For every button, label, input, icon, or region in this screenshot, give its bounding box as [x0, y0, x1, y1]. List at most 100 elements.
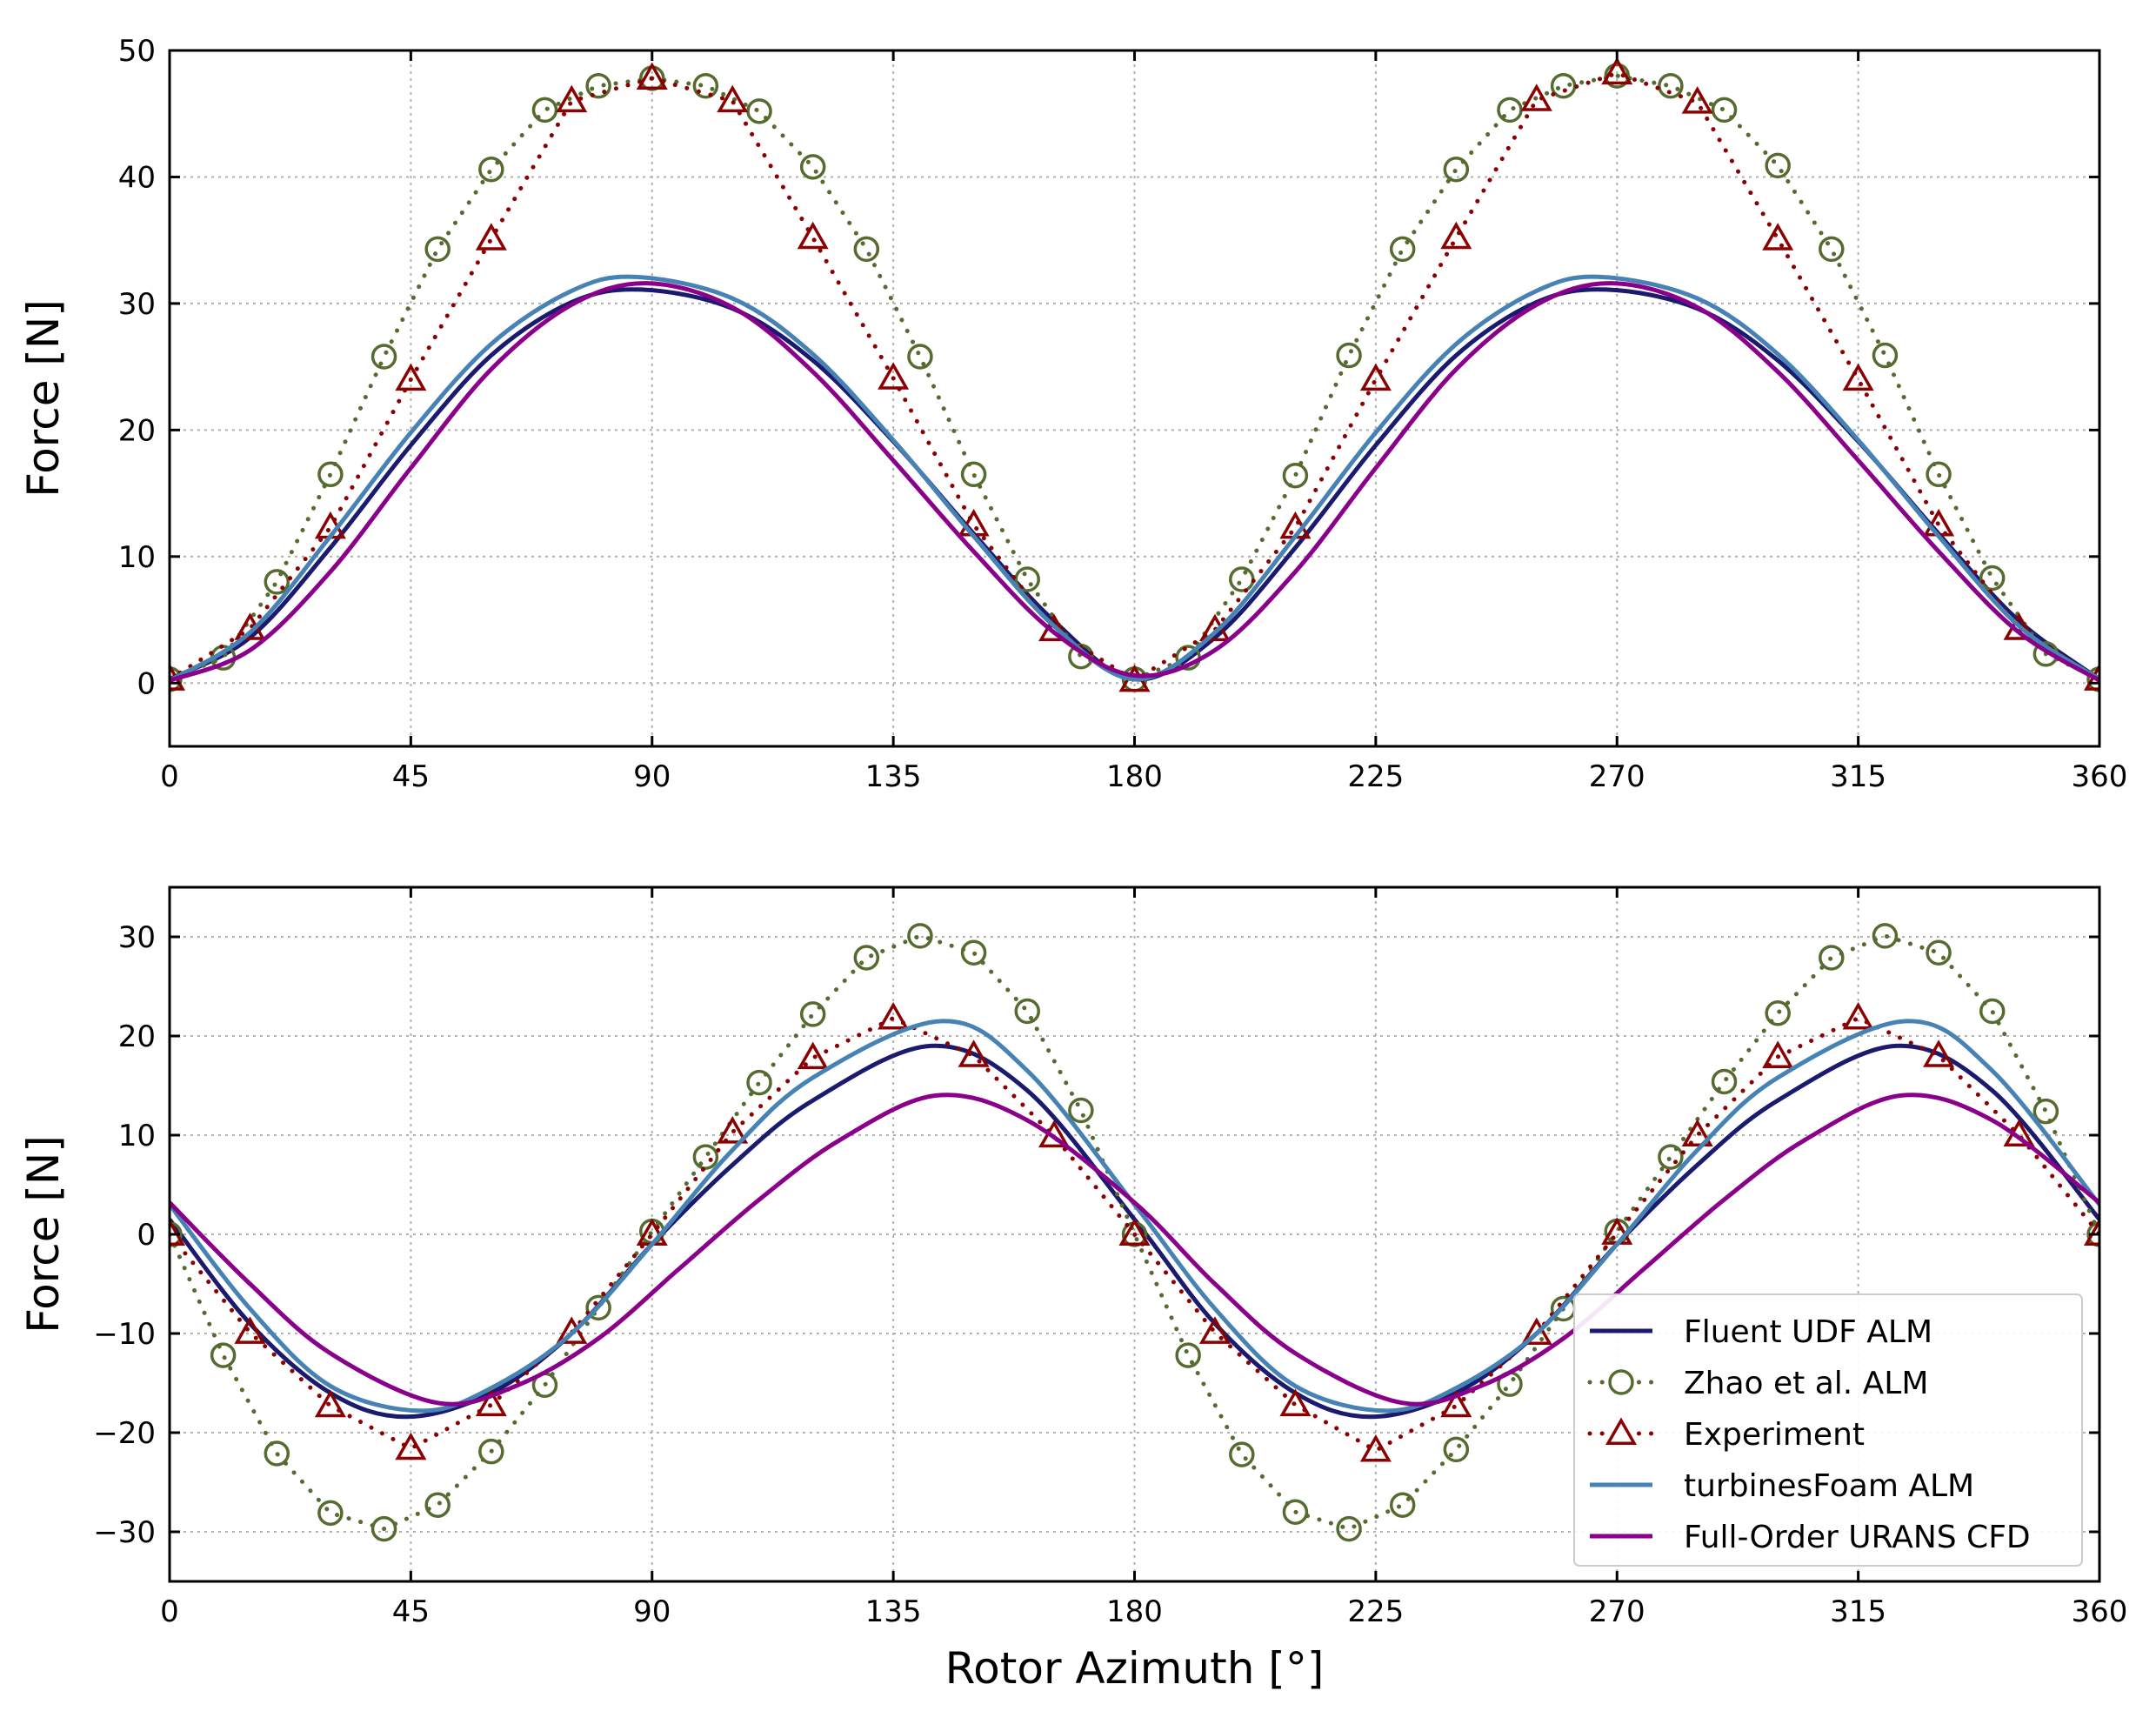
y-tick-label: 40: [118, 160, 156, 195]
data-point-circle: [424, 236, 451, 263]
x-tick-label: 180: [1106, 759, 1163, 794]
data-point-circle: [1979, 998, 2006, 1025]
y-tick-label: 20: [118, 1019, 156, 1054]
y-tick-label: −10: [93, 1317, 156, 1352]
series-line: [170, 1015, 2099, 1454]
data-point-circle: [1443, 1436, 1470, 1463]
data-point-triangle: [1601, 57, 1633, 85]
y-tick-label: −20: [93, 1416, 156, 1451]
data-point-circle: [478, 156, 504, 183]
data-point-triangle: [475, 223, 507, 251]
data-point-circle: [1765, 152, 1791, 179]
y-tick-label: −30: [93, 1515, 156, 1550]
series-line: [170, 1093, 2099, 1407]
data-point-circle: [478, 1438, 504, 1465]
y-tick-label: 20: [118, 413, 156, 448]
legend-label: Zhao et al. ALM: [1684, 1366, 1928, 1401]
x-tick-label: 90: [633, 1594, 671, 1629]
data-point-circle: [1068, 1097, 1094, 1124]
data-point-circle: [1389, 236, 1416, 263]
data-point-circle: [2033, 1098, 2059, 1125]
data-point-triangle: [234, 1316, 266, 1344]
data-point-circle: [1497, 97, 1523, 124]
data-point-circle: [1819, 945, 1845, 971]
data-point-triangle: [878, 1001, 910, 1030]
data-point-circle: [531, 97, 558, 124]
legend-label: turbinesFoam ALM: [1684, 1468, 1974, 1504]
data-point-triangle: [556, 1316, 588, 1344]
y-tick-label: 10: [118, 540, 156, 575]
data-point-circle: [264, 1440, 290, 1467]
data-point-circle: [585, 72, 611, 99]
data-point-circle: [1979, 565, 2006, 591]
y-axis-title: Force [N]: [18, 1135, 69, 1333]
data-point-triangle: [1681, 1119, 1713, 1146]
x-tick-label: 0: [160, 759, 179, 794]
legend-label: Fluent UDF ALM: [1684, 1314, 1932, 1350]
legend-entry: Zhao et al. ALM: [1587, 1366, 1928, 1401]
x-tick-label: 315: [1830, 759, 1886, 794]
grid: [170, 50, 2099, 746]
series-full-order-urans-cfd: [170, 281, 2099, 683]
data-point-circle: [370, 344, 397, 370]
data-point-circle: [585, 1294, 611, 1321]
data-point-circle: [1926, 939, 1952, 966]
data-point-circle: [2086, 666, 2099, 692]
data-point-triangle: [1359, 363, 1392, 391]
data-point-triangle: [1842, 363, 1874, 391]
legend-entry: Fluent UDF ALM: [1590, 1314, 1932, 1350]
y-axis-title: Force [N]: [18, 299, 69, 498]
axes: 0 45 90 135 180 225 270 315 360 0 10 20 30 40 50: [118, 34, 2128, 794]
data-point-circle: [1014, 566, 1040, 592]
data-point-circle: [317, 461, 344, 488]
data-point-circle: [1443, 156, 1470, 183]
data-point-triangle: [556, 84, 588, 113]
legend-marker: [1608, 1369, 1634, 1395]
x-tick-label: 315: [1830, 1594, 1886, 1629]
series-full-order-urans-cfd: [170, 1093, 2099, 1407]
data-point-circle: [853, 236, 880, 263]
data-point-circle: [1229, 1441, 1255, 1467]
chart-panel-2: 0 45 90 135 180 225 270 315 360 −30 −20 −10 0 10 20 30 F…: [18, 886, 2127, 1694]
data-point-circle: [1389, 1492, 1416, 1518]
data-point-circle: [1658, 72, 1684, 99]
data-point-circle: [799, 154, 826, 180]
legend-box: [1573, 1293, 2083, 1567]
data-point-circle: [692, 72, 719, 99]
data-point-circle: [746, 1069, 772, 1096]
x-tick-label: 0: [160, 1594, 179, 1629]
legend-entry: Full-Order URANS CFD: [1590, 1520, 2031, 1555]
data-point-circle: [1604, 63, 1630, 89]
chart-panel-1: 0 45 90 135 180 225 270 315 360 0 10 20 30 40 50 Force …: [18, 34, 2127, 794]
data-point-circle: [210, 1342, 237, 1368]
series-line: [170, 274, 2099, 683]
axes: 0 45 90 135 180 225 270 315 360 −30 −20 −10 0 10 20 30: [93, 887, 2127, 1629]
data-point-circle: [1658, 1144, 1684, 1170]
data-point-circle: [1872, 923, 1899, 949]
x-tick-label: 270: [1589, 759, 1645, 794]
y-tick-label: 0: [137, 1218, 156, 1253]
data-point-circle: [1014, 998, 1040, 1025]
data-point-circle: [1926, 461, 1952, 488]
y-tick-label: 0: [137, 666, 156, 701]
x-tick-label: 180: [1106, 1594, 1163, 1629]
data-point-triangle: [1198, 1316, 1231, 1344]
legend-entry: Experiment: [1587, 1417, 1865, 1453]
data-point-triangle: [1520, 84, 1552, 111]
data-point-circle: [264, 569, 290, 595]
data-point-circle: [370, 1515, 397, 1542]
data-point-triangle: [1923, 1039, 1955, 1067]
x-tick-label: 45: [392, 759, 430, 794]
series-turbinesfoam-alm: [170, 274, 2099, 683]
data-point-circle: [960, 461, 987, 488]
data-point-triangle: [1279, 1388, 1312, 1417]
data-point-triangle: [717, 1116, 749, 1144]
data-point-circle: [853, 945, 880, 971]
legend-label: Full-Order URANS CFD: [1684, 1520, 2031, 1555]
legend-label: Experiment: [1684, 1417, 1865, 1453]
data-point-triangle: [797, 221, 829, 250]
x-axis-title: Rotor Azimuth [°]: [945, 1643, 1325, 1694]
data-point-triangle: [1440, 221, 1472, 250]
legend-marker: [1605, 1417, 1638, 1445]
